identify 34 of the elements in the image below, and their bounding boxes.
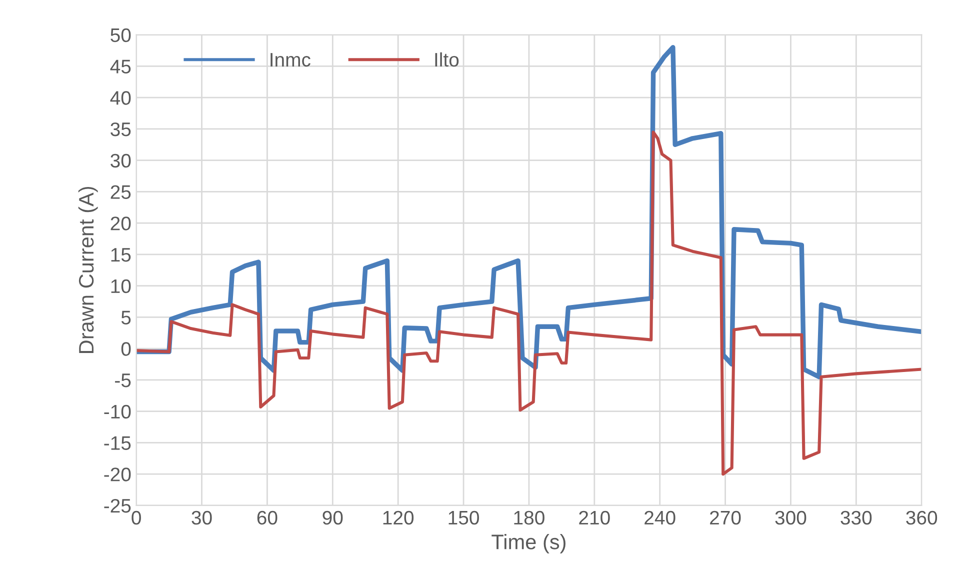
x-tick-label: 120 xyxy=(383,510,414,525)
legend-label: Inmc xyxy=(270,53,310,67)
y-tick-label: 25 xyxy=(110,185,131,199)
x-tick-label: 240 xyxy=(644,510,676,525)
x-tick-label: 60 xyxy=(257,510,278,525)
y-tick-label: -15 xyxy=(104,436,131,450)
y-tick-label: 5 xyxy=(121,310,131,324)
y-axis-title: Drawn Current (A) xyxy=(78,186,98,353)
y-tick-label: 20 xyxy=(110,216,131,230)
x-tick-label: 30 xyxy=(192,510,212,525)
line-series xyxy=(136,130,922,476)
x-tick-label: 300 xyxy=(775,510,806,525)
x-tick-label: 210 xyxy=(579,510,610,525)
y-tick-label: 10 xyxy=(111,279,131,294)
y-tick-label: 50 xyxy=(110,28,131,42)
x-tick-label: 330 xyxy=(840,510,872,525)
y-tick-label: 45 xyxy=(110,60,131,74)
y-tick-label: -20 xyxy=(104,468,131,482)
x-axis-title: Time (s) xyxy=(492,534,566,554)
y-tick-label: 0 xyxy=(121,342,131,356)
y-tick-label: 40 xyxy=(110,91,131,105)
y-tick-label: -10 xyxy=(104,404,131,419)
x-tick-label: 90 xyxy=(322,510,343,525)
y-tick-label: -25 xyxy=(104,498,131,513)
y-tick-label: -5 xyxy=(115,374,131,388)
x-tick-label: 150 xyxy=(448,510,479,525)
x-tick-label: 360 xyxy=(906,510,938,525)
y-tick-label: 15 xyxy=(111,248,131,262)
x-tick-label: 180 xyxy=(514,510,544,525)
y-tick-label: 35 xyxy=(110,122,131,136)
x-tick-label: 0 xyxy=(132,510,141,525)
x-tick-label: 270 xyxy=(710,510,741,525)
legend-label: Ilto xyxy=(435,52,459,67)
y-tick-label: 30 xyxy=(110,154,131,168)
